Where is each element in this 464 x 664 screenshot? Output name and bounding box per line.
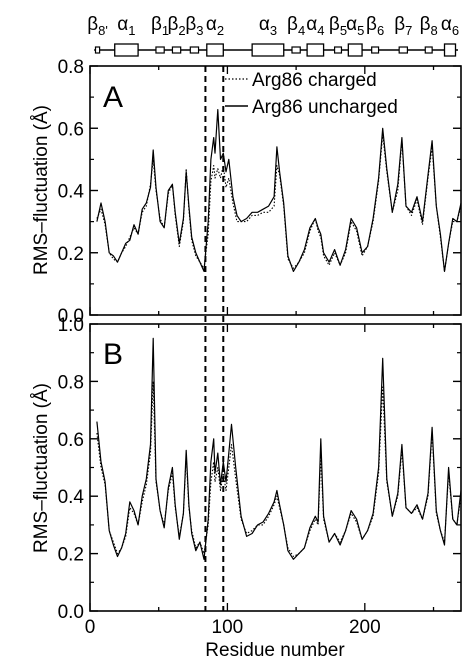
ytick-label: 0.8 bbox=[58, 57, 84, 78]
series-line-uncharged bbox=[96, 337, 462, 560]
legend-label-uncharged: Arg86 uncharged bbox=[252, 97, 398, 118]
ss-helix-box bbox=[206, 43, 224, 57]
legend: Arg86 charged Arg86 uncharged bbox=[225, 70, 398, 118]
ss-strand-box bbox=[424, 46, 433, 54]
ytick-label: 0.4 bbox=[58, 487, 85, 508]
ss-element-label: β8 bbox=[420, 14, 438, 38]
ss-element-label: β2 bbox=[167, 14, 185, 38]
panel-a-ylabel: RMS–fluctuation (Å) bbox=[31, 105, 52, 275]
ss-helix-box bbox=[306, 43, 325, 57]
ss-helix-box bbox=[347, 43, 363, 57]
ss-strand-box bbox=[291, 46, 301, 54]
panel-a-series bbox=[96, 108, 462, 272]
legend-label-charged: Arg86 charged bbox=[252, 70, 377, 91]
ss-element-label: β8' bbox=[87, 14, 108, 38]
ytick-label: 0.8 bbox=[58, 372, 84, 393]
ss-helix-box bbox=[443, 43, 457, 57]
ss-strand-box bbox=[371, 46, 380, 54]
panel-b-ticks bbox=[89, 323, 461, 612]
panel-b-xtick-labels: 0 100 200 bbox=[85, 617, 381, 638]
ss-helix-box bbox=[114, 43, 139, 57]
ss-element-label: α4 bbox=[306, 14, 324, 38]
ytick-label: 0.2 bbox=[58, 244, 84, 265]
ytick-label: 0.0 bbox=[58, 602, 84, 623]
panel-a-ytick-labels: 0.0 0.2 0.4 0.6 0.8 bbox=[58, 57, 85, 327]
ss-strand-box bbox=[171, 46, 182, 54]
ss-element-label: β3 bbox=[185, 14, 203, 38]
ytick-label: 0.2 bbox=[58, 545, 84, 566]
ss-element-label: β6 bbox=[366, 14, 384, 38]
xtick-label: 200 bbox=[349, 617, 381, 638]
ss-strand-box bbox=[155, 46, 165, 54]
panel-a: 0.0 0.2 0.4 0.6 0.8 A RMS–fluctuation (Å) Ar… bbox=[31, 57, 462, 327]
panel-a-ticks bbox=[89, 65, 461, 316]
ss-element-label: α1 bbox=[117, 14, 135, 38]
panel-a-letter: A bbox=[103, 81, 123, 114]
xtick-label: 100 bbox=[212, 617, 244, 638]
panel-b: 0.0 0.2 0.4 0.6 0.8 1.0 0 100 200 B RMS–fluctua… bbox=[31, 315, 462, 661]
ytick-label: 1.0 bbox=[58, 315, 84, 336]
x-axis-label: Residue number bbox=[205, 640, 345, 661]
panel-b-series bbox=[96, 337, 462, 560]
arg86-region-markers bbox=[204, 66, 225, 611]
ss-strand-box bbox=[333, 46, 343, 54]
panel-b-ytick-labels: 0.0 0.2 0.4 0.6 0.8 1.0 bbox=[58, 315, 85, 623]
ytick-label: 0.4 bbox=[58, 182, 85, 203]
ytick-label: 0.6 bbox=[58, 430, 84, 451]
ss-element-label: α5 bbox=[346, 14, 364, 38]
ss-element-label: β5 bbox=[329, 14, 347, 38]
panel-b-ylabel: RMS–fluctuation (Å) bbox=[31, 383, 52, 553]
ss-element-label: α2 bbox=[206, 14, 224, 38]
ytick-label: 0.6 bbox=[58, 119, 84, 140]
ss-element-label: α6 bbox=[441, 14, 459, 38]
panel-b-letter: B bbox=[103, 338, 123, 371]
series-line-uncharged bbox=[96, 108, 462, 272]
ss-element-label: α3 bbox=[259, 14, 277, 38]
ss-strand-box bbox=[398, 46, 409, 54]
ss-helix-box bbox=[251, 43, 285, 57]
ss-strand-box bbox=[189, 46, 200, 54]
ss-element-label: β7 bbox=[394, 14, 412, 38]
ss-strand-box bbox=[94, 46, 101, 54]
ss-element-label: β4 bbox=[287, 14, 305, 38]
xtick-label: 0 bbox=[85, 617, 96, 638]
panel-b-frame bbox=[89, 323, 462, 612]
ss-element-label: β1 bbox=[151, 14, 169, 38]
ytick-label: 0.0 bbox=[58, 306, 84, 327]
